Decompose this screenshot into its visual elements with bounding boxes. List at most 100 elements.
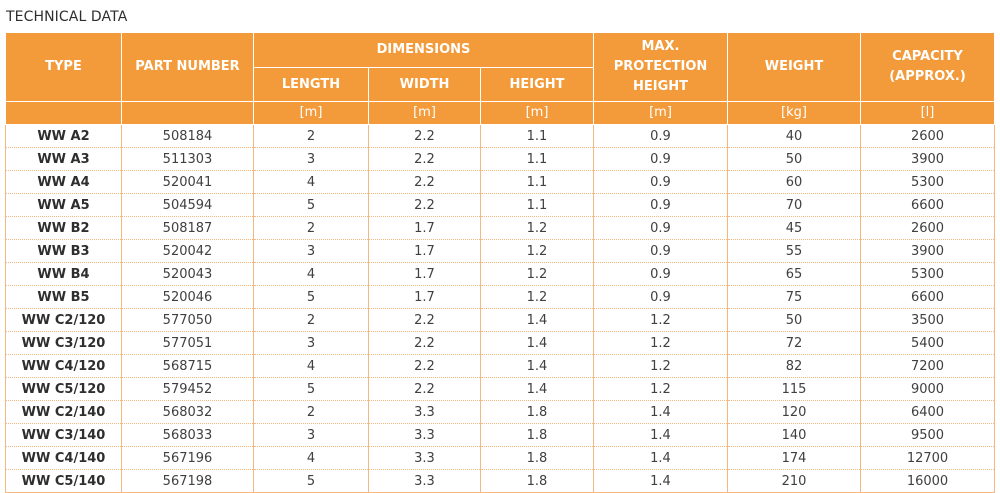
header-length: LENGTH bbox=[253, 67, 369, 102]
cell-part-number: 520041 bbox=[121, 170, 254, 194]
cell-type: WW C2/120 bbox=[5, 308, 122, 332]
cell-type: WW B2 bbox=[5, 216, 122, 240]
cell-max-protection-height: 0.9 bbox=[593, 193, 728, 217]
cell-length: 4 bbox=[253, 354, 369, 378]
header-dimensions: DIMENSIONS bbox=[253, 32, 594, 68]
cell-width: 1.7 bbox=[368, 239, 481, 263]
unit-cell-blank bbox=[121, 101, 254, 125]
cell-height: 1.1 bbox=[480, 124, 594, 148]
table-row: WW B5 520046 5 1.7 1.2 0.9 75 6600 bbox=[5, 285, 995, 309]
cell-type: WW A3 bbox=[5, 147, 122, 171]
cell-width: 1.7 bbox=[368, 285, 481, 309]
cell-weight: 50 bbox=[727, 147, 861, 171]
header-weight: WEIGHT bbox=[727, 32, 861, 102]
technical-data-table: TYPE PART NUMBER DIMENSIONS MAX. PROTECT… bbox=[5, 32, 995, 493]
cell-part-number: 567196 bbox=[121, 446, 254, 470]
cell-length: 3 bbox=[253, 331, 369, 355]
cell-part-number: 511303 bbox=[121, 147, 254, 171]
table-row: WW C3/120 577051 3 2.2 1.4 1.2 72 5400 bbox=[5, 331, 995, 355]
cell-type: WW B4 bbox=[5, 262, 122, 286]
cell-type: WW C2/140 bbox=[5, 400, 122, 424]
cell-height: 1.2 bbox=[480, 239, 594, 263]
cell-type: WW A5 bbox=[5, 193, 122, 217]
cell-capacity: 5300 bbox=[860, 262, 995, 286]
table-row: WW A5 504594 5 2.2 1.1 0.9 70 6600 bbox=[5, 193, 995, 217]
cell-capacity: 9000 bbox=[860, 377, 995, 401]
cell-width: 1.7 bbox=[368, 216, 481, 240]
unit-width: [m] bbox=[368, 101, 481, 125]
cell-weight: 75 bbox=[727, 285, 861, 309]
cell-height: 1.8 bbox=[480, 469, 594, 493]
cell-weight: 55 bbox=[727, 239, 861, 263]
cell-max-protection-height: 0.9 bbox=[593, 239, 728, 263]
header-capacity: CAPACITY (APPROX.) bbox=[860, 32, 995, 102]
cell-width: 1.7 bbox=[368, 262, 481, 286]
cell-part-number: 579452 bbox=[121, 377, 254, 401]
cell-max-protection-height: 0.9 bbox=[593, 170, 728, 194]
cell-max-protection-height: 1.2 bbox=[593, 354, 728, 378]
page-title: TECHNICAL DATA bbox=[6, 9, 128, 25]
cell-capacity: 12700 bbox=[860, 446, 995, 470]
cell-length: 4 bbox=[253, 446, 369, 470]
cell-height: 1.4 bbox=[480, 354, 594, 378]
cell-width: 3.3 bbox=[368, 469, 481, 493]
cell-length: 3 bbox=[253, 147, 369, 171]
cell-height: 1.1 bbox=[480, 147, 594, 171]
table-body: WW A2 508184 2 2.2 1.1 0.9 40 2600 WW A3 511303 3 2… bbox=[5, 124, 995, 493]
cell-weight: 72 bbox=[727, 331, 861, 355]
cell-height: 1.4 bbox=[480, 331, 594, 355]
cell-height: 1.8 bbox=[480, 446, 594, 470]
cell-type: WW B3 bbox=[5, 239, 122, 263]
cell-width: 2.2 bbox=[368, 308, 481, 332]
cell-length: 2 bbox=[253, 400, 369, 424]
cell-capacity: 6600 bbox=[860, 285, 995, 309]
cell-type: WW C4/120 bbox=[5, 354, 122, 378]
cell-weight: 82 bbox=[727, 354, 861, 378]
cell-max-protection-height: 0.9 bbox=[593, 124, 728, 148]
cell-part-number: 520043 bbox=[121, 262, 254, 286]
cell-part-number: 568033 bbox=[121, 423, 254, 447]
cell-capacity: 6600 bbox=[860, 193, 995, 217]
cell-part-number: 577051 bbox=[121, 331, 254, 355]
table-row: WW C4/140 567196 4 3.3 1.8 1.4 174 12700 bbox=[5, 446, 995, 470]
cell-weight: 210 bbox=[727, 469, 861, 493]
cell-capacity: 2600 bbox=[860, 124, 995, 148]
cell-capacity: 3900 bbox=[860, 147, 995, 171]
cell-type: WW A4 bbox=[5, 170, 122, 194]
cell-height: 1.8 bbox=[480, 423, 594, 447]
cell-height: 1.2 bbox=[480, 216, 594, 240]
table-row: WW C3/140 568033 3 3.3 1.8 1.4 140 9500 bbox=[5, 423, 995, 447]
cell-length: 3 bbox=[253, 239, 369, 263]
cell-type: WW C5/140 bbox=[5, 469, 122, 493]
cell-type: WW B5 bbox=[5, 285, 122, 309]
table-row: WW C2/120 577050 2 2.2 1.4 1.2 50 3500 bbox=[5, 308, 995, 332]
cell-weight: 45 bbox=[727, 216, 861, 240]
cell-width: 2.2 bbox=[368, 377, 481, 401]
cell-width: 2.2 bbox=[368, 331, 481, 355]
cell-type: WW C3/140 bbox=[5, 423, 122, 447]
cell-width: 2.2 bbox=[368, 354, 481, 378]
cell-weight: 65 bbox=[727, 262, 861, 286]
cell-max-protection-height: 1.4 bbox=[593, 423, 728, 447]
cell-height: 1.2 bbox=[480, 285, 594, 309]
cell-width: 3.3 bbox=[368, 446, 481, 470]
cell-part-number: 504594 bbox=[121, 193, 254, 217]
cell-type: WW C3/120 bbox=[5, 331, 122, 355]
table-row: WW B4 520043 4 1.7 1.2 0.9 65 5300 bbox=[5, 262, 995, 286]
cell-length: 4 bbox=[253, 170, 369, 194]
table-row: WW C5/120 579452 5 2.2 1.4 1.2 115 9000 bbox=[5, 377, 995, 401]
cell-length: 4 bbox=[253, 262, 369, 286]
table-row: WW C5/140 567198 5 3.3 1.8 1.4 210 16000 bbox=[5, 469, 995, 493]
cell-capacity: 3500 bbox=[860, 308, 995, 332]
cell-length: 5 bbox=[253, 377, 369, 401]
cell-height: 1.8 bbox=[480, 400, 594, 424]
cell-capacity: 3900 bbox=[860, 239, 995, 263]
cell-length: 2 bbox=[253, 124, 369, 148]
cell-length: 5 bbox=[253, 285, 369, 309]
table-row: WW A4 520041 4 2.2 1.1 0.9 60 5300 bbox=[5, 170, 995, 194]
header-type: TYPE bbox=[5, 32, 122, 102]
unit-capacity: [l] bbox=[860, 101, 995, 125]
cell-capacity: 9500 bbox=[860, 423, 995, 447]
cell-capacity: 5400 bbox=[860, 331, 995, 355]
cell-width: 2.2 bbox=[368, 124, 481, 148]
